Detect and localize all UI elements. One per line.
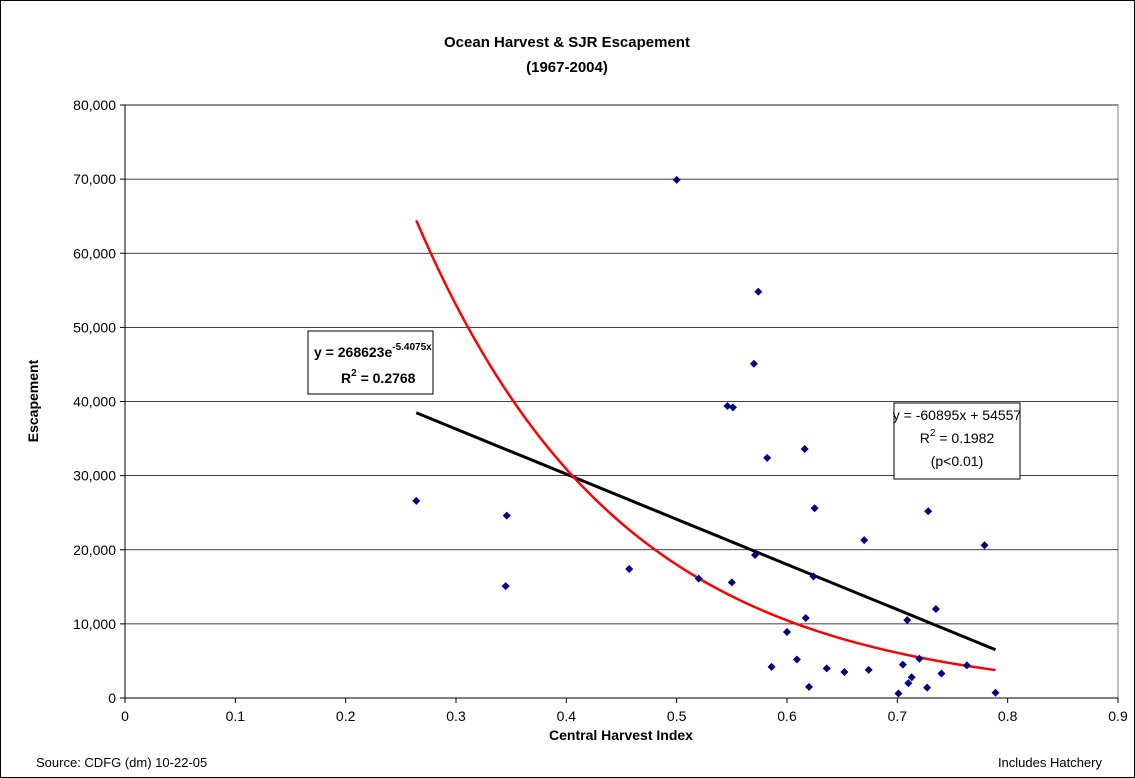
linear-fit-annotation-box: [893, 402, 1021, 480]
data-point: [822, 664, 831, 673]
chart-subtitle: (1967-2004): [526, 59, 608, 76]
chart-title: Ocean Harvest & SJR Escapement: [444, 34, 690, 51]
y-tick-label: 10,000: [73, 616, 116, 632]
linear-fit-p-value: (p<0.01): [931, 453, 984, 469]
data-point: [894, 689, 903, 698]
y-tick-label: 0: [108, 690, 116, 706]
data-point: [754, 287, 763, 296]
data-point: [694, 574, 703, 583]
data-point: [991, 688, 1000, 697]
x-axis-ticks: 0 0.1 0.2 0.3 0.4 0.5 0.6 0.7 0.8 0.9: [121, 698, 1128, 724]
x-tick-label: 0.1: [226, 708, 246, 724]
hatchery-note: Includes Hatchery: [998, 755, 1103, 770]
data-point: [501, 582, 510, 591]
x-axis-title: Central Harvest Index: [549, 727, 693, 743]
data-point: [805, 682, 814, 691]
data-point: [980, 541, 989, 550]
data-point: [840, 668, 849, 677]
exp-fit-equation: y = 268623e-5.4075x: [314, 342, 432, 360]
data-point: [915, 654, 924, 663]
y-tick-label: 60,000: [73, 245, 116, 261]
data-point: [800, 444, 809, 453]
exp-fit-annotation: y = 268623e-5.4075x R2 = 0.2768: [307, 330, 434, 395]
x-tick-label: 0.6: [777, 708, 797, 724]
y-tick-label: 70,000: [73, 171, 116, 187]
y-tick-label: 80,000: [73, 97, 116, 113]
data-point: [903, 616, 912, 625]
y-tick-label: 40,000: [73, 394, 116, 410]
data-point: [924, 507, 933, 516]
data-point: [810, 504, 819, 513]
x-tick-label: 0.3: [446, 708, 466, 724]
exp-fit-r-squared: R2 = 0.2768: [341, 368, 416, 386]
data-point: [672, 175, 681, 184]
x-tick-label: 0.8: [998, 708, 1018, 724]
x-tick-label: 0: [121, 708, 129, 724]
y-tick-label: 30,000: [73, 468, 116, 484]
data-point: [723, 401, 732, 410]
data-point: [412, 496, 421, 505]
data-point: [962, 661, 971, 670]
linear-fit-equation: y = -60895x + 54557: [893, 407, 1022, 423]
y-axis-title: Escapement: [25, 359, 41, 442]
y-tick-label: 50,000: [73, 319, 116, 335]
data-points: [412, 175, 1000, 698]
data-point: [937, 669, 946, 678]
source-note: Source: CDFG (dm) 10-22-05: [36, 755, 207, 770]
data-point: [783, 628, 791, 637]
linear-trendline: [415, 411, 997, 652]
data-point: [728, 403, 737, 412]
linear-fit-r-squared: R2 = 0.1982: [920, 428, 995, 446]
data-point: [898, 660, 907, 669]
linear-fit-annotation: y = -60895x + 54557 R2 = 0.1982 (p<0.01): [893, 402, 1022, 480]
data-point: [763, 453, 772, 462]
x-tick-label: 0.7: [888, 708, 908, 724]
x-tick-label: 0.4: [557, 708, 577, 724]
data-point: [751, 550, 760, 559]
data-point: [860, 536, 869, 545]
data-point: [923, 683, 932, 692]
data-point: [801, 613, 810, 622]
data-point: [727, 578, 736, 587]
data-point: [625, 565, 634, 574]
gridlines: [125, 104, 1118, 625]
y-tick-label: 20,000: [73, 542, 116, 558]
x-tick-label: 0.2: [336, 708, 356, 724]
data-point: [931, 605, 940, 614]
data-point: [749, 359, 758, 368]
data-point: [767, 662, 776, 671]
trendlines: [415, 219, 997, 672]
data-point: [792, 655, 801, 664]
data-point: [809, 572, 818, 581]
x-tick-label: 0.9: [1108, 708, 1128, 724]
y-axis-ticks: 0 10,000 20,000 30,000 40,000 50,000 60,000 70,…: [73, 97, 125, 706]
exp-fit-annotation-box: [307, 330, 434, 395]
data-point: [904, 679, 913, 688]
data-point: [907, 673, 916, 682]
x-tick-label: 0.5: [667, 708, 687, 724]
data-point: [502, 511, 511, 520]
data-point: [864, 665, 873, 674]
exponential-trendline: [415, 219, 996, 672]
